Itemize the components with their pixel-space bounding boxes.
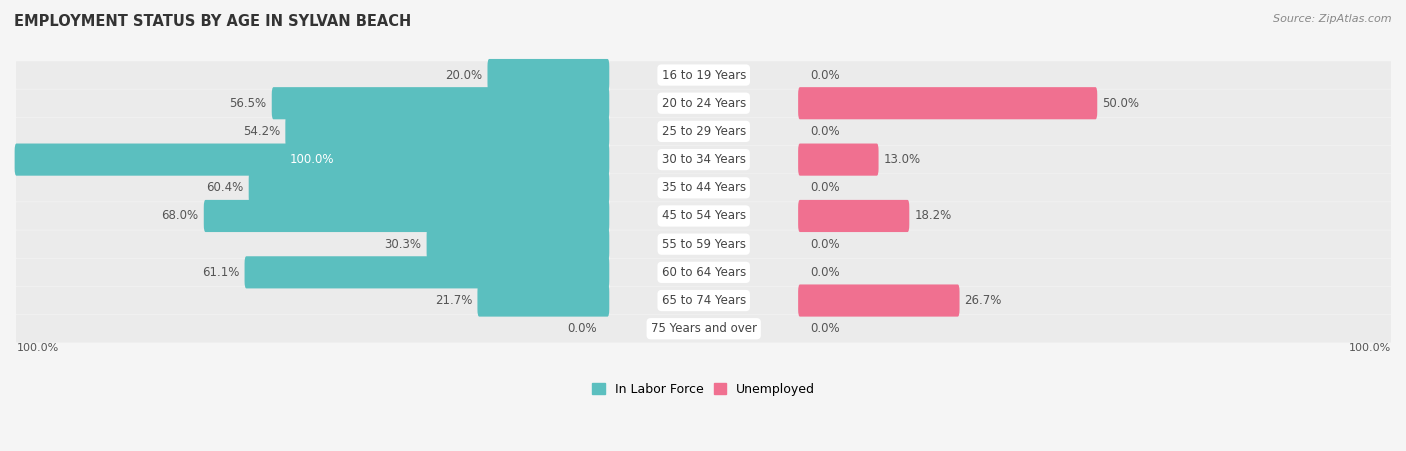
Text: 13.0%: 13.0%: [883, 153, 921, 166]
FancyBboxPatch shape: [478, 285, 609, 317]
Text: 55 to 59 Years: 55 to 59 Years: [662, 238, 745, 251]
Text: EMPLOYMENT STATUS BY AGE IN SYLVAN BEACH: EMPLOYMENT STATUS BY AGE IN SYLVAN BEACH: [14, 14, 412, 28]
FancyBboxPatch shape: [271, 87, 609, 120]
Text: 0.0%: 0.0%: [810, 181, 839, 194]
FancyBboxPatch shape: [14, 143, 609, 176]
FancyBboxPatch shape: [799, 143, 879, 176]
Text: 21.7%: 21.7%: [434, 294, 472, 307]
Text: 0.0%: 0.0%: [568, 322, 598, 335]
FancyBboxPatch shape: [426, 228, 609, 260]
Text: 35 to 44 Years: 35 to 44 Years: [662, 181, 745, 194]
Text: 18.2%: 18.2%: [914, 209, 952, 222]
Text: 30.3%: 30.3%: [384, 238, 422, 251]
FancyBboxPatch shape: [799, 87, 1097, 120]
Text: 30 to 34 Years: 30 to 34 Years: [662, 153, 745, 166]
FancyBboxPatch shape: [15, 174, 1392, 202]
FancyBboxPatch shape: [15, 61, 1392, 89]
FancyBboxPatch shape: [15, 287, 1392, 314]
Text: 100.0%: 100.0%: [1348, 343, 1391, 353]
FancyBboxPatch shape: [15, 146, 1392, 174]
Text: 60.4%: 60.4%: [207, 181, 243, 194]
Text: 60 to 64 Years: 60 to 64 Years: [662, 266, 745, 279]
Text: 56.5%: 56.5%: [229, 97, 267, 110]
Legend: In Labor Force, Unemployed: In Labor Force, Unemployed: [588, 378, 820, 401]
FancyBboxPatch shape: [15, 202, 1392, 230]
Text: 0.0%: 0.0%: [810, 266, 839, 279]
FancyBboxPatch shape: [245, 256, 609, 289]
Text: 0.0%: 0.0%: [810, 125, 839, 138]
Text: 61.1%: 61.1%: [202, 266, 239, 279]
Text: 100.0%: 100.0%: [290, 153, 335, 166]
Text: 54.2%: 54.2%: [243, 125, 280, 138]
Text: 20 to 24 Years: 20 to 24 Years: [662, 97, 745, 110]
FancyBboxPatch shape: [15, 315, 1392, 342]
Text: 68.0%: 68.0%: [162, 209, 198, 222]
Text: 20.0%: 20.0%: [446, 69, 482, 82]
FancyBboxPatch shape: [204, 200, 609, 232]
FancyBboxPatch shape: [15, 118, 1392, 145]
Text: 26.7%: 26.7%: [965, 294, 1002, 307]
Text: 65 to 74 Years: 65 to 74 Years: [662, 294, 745, 307]
Text: 0.0%: 0.0%: [810, 322, 839, 335]
FancyBboxPatch shape: [799, 285, 959, 317]
Text: Source: ZipAtlas.com: Source: ZipAtlas.com: [1274, 14, 1392, 23]
Text: 100.0%: 100.0%: [17, 343, 59, 353]
Text: 16 to 19 Years: 16 to 19 Years: [661, 69, 747, 82]
FancyBboxPatch shape: [15, 230, 1392, 258]
FancyBboxPatch shape: [488, 59, 609, 91]
Text: 45 to 54 Years: 45 to 54 Years: [662, 209, 745, 222]
Text: 0.0%: 0.0%: [810, 238, 839, 251]
Text: 25 to 29 Years: 25 to 29 Years: [662, 125, 745, 138]
FancyBboxPatch shape: [249, 172, 609, 204]
Text: 50.0%: 50.0%: [1102, 97, 1139, 110]
FancyBboxPatch shape: [285, 115, 609, 147]
FancyBboxPatch shape: [799, 200, 910, 232]
FancyBboxPatch shape: [15, 89, 1392, 117]
FancyBboxPatch shape: [15, 258, 1392, 286]
Text: 0.0%: 0.0%: [810, 69, 839, 82]
Text: 75 Years and over: 75 Years and over: [651, 322, 756, 335]
